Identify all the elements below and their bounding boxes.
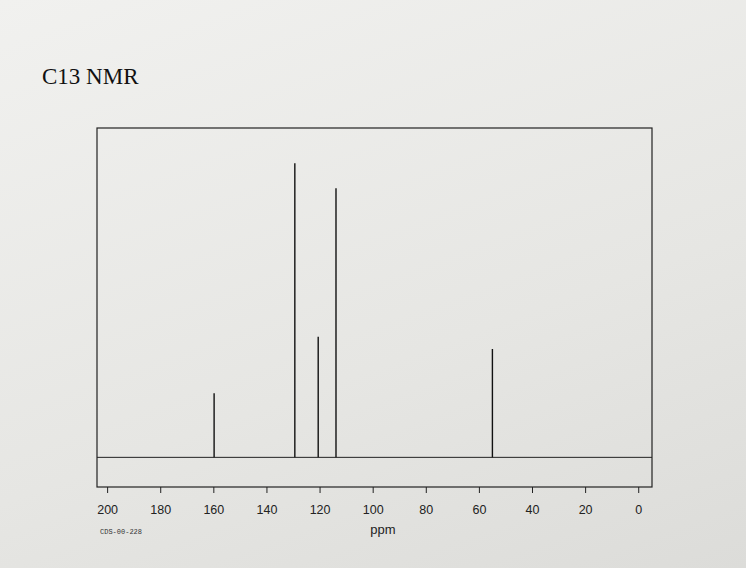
x-tick <box>160 487 161 493</box>
peak <box>335 188 336 457</box>
x-tick-label: 200 <box>97 503 118 517</box>
peak <box>294 163 295 457</box>
x-tick-label: 80 <box>419 503 433 517</box>
x-tick-label: 100 <box>363 503 384 517</box>
x-tick-label: 140 <box>257 503 278 517</box>
baseline <box>97 457 652 458</box>
x-tick-label: 120 <box>310 503 331 517</box>
x-tick-label: 40 <box>526 503 540 517</box>
x-tick <box>585 487 586 493</box>
peak <box>213 393 214 457</box>
x-tick <box>426 487 427 493</box>
x-tick <box>320 487 321 493</box>
x-tick <box>107 487 108 493</box>
plot-frame <box>97 128 652 487</box>
x-tick <box>266 487 267 493</box>
x-tick-label: 60 <box>472 503 486 517</box>
peak <box>492 349 493 457</box>
x-tick-label: 20 <box>579 503 593 517</box>
x-tick <box>373 487 374 493</box>
x-tick <box>479 487 480 493</box>
x-tick <box>532 487 533 493</box>
x-tick <box>213 487 214 493</box>
x-tick-label: 160 <box>203 503 224 517</box>
title: C13 NMR <box>42 64 139 89</box>
footnote: CDS-00-228 <box>100 528 142 536</box>
x-axis-label: ppm <box>370 522 395 537</box>
peak <box>318 337 319 458</box>
x-tick <box>638 487 639 493</box>
peaks <box>214 163 492 457</box>
x-tick-label: 0 <box>635 503 642 517</box>
chart: C13 NMR200180160140120100806040200ppmCDS… <box>0 0 746 568</box>
x-tick-label: 180 <box>150 503 171 517</box>
